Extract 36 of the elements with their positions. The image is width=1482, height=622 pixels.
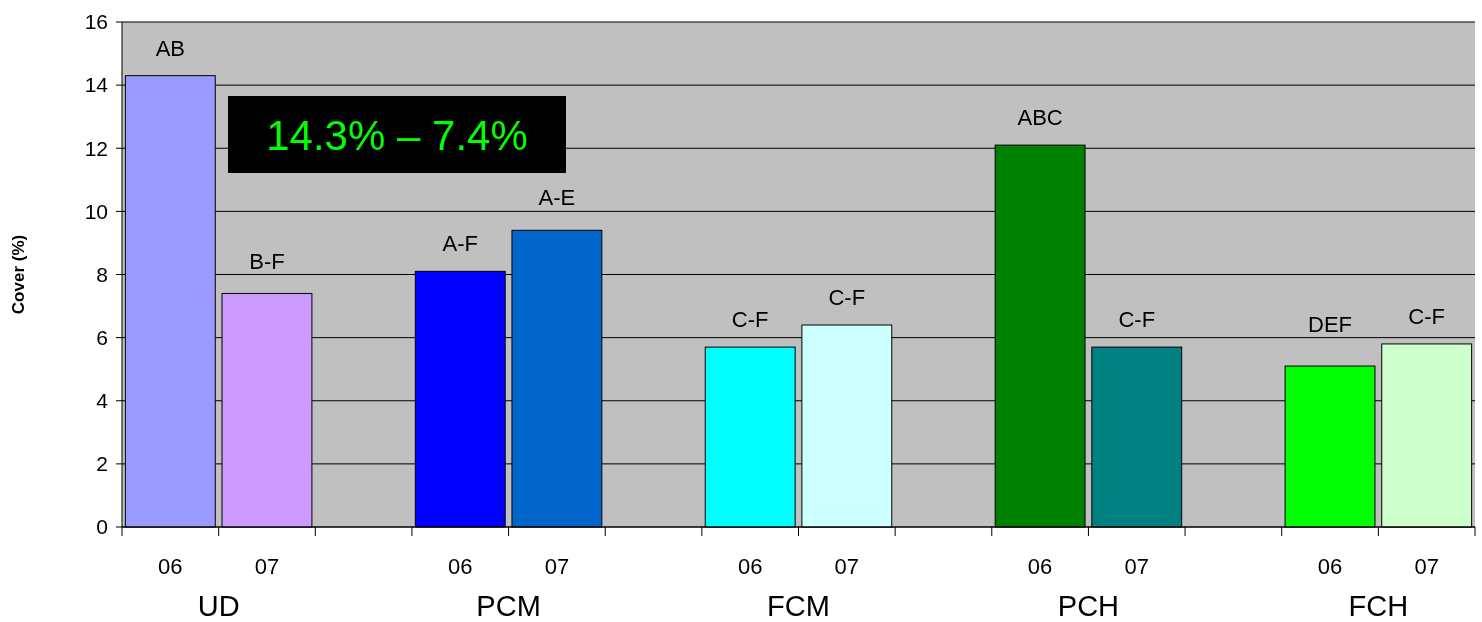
data-label: A-F <box>442 231 478 257</box>
text: FCM <box>767 590 830 622</box>
y-tick-label: 14 <box>84 73 109 97</box>
text: PCM <box>476 590 541 622</box>
annotation: 14.3% – 7.4% <box>266 111 528 159</box>
text: UD <box>197 590 240 622</box>
data-label: AB <box>155 35 185 61</box>
x-tick-label: 07 <box>1124 554 1149 579</box>
data-label: C-F <box>731 307 769 333</box>
x-tick-label: 07 <box>544 554 570 579</box>
x-tick-label: 07 <box>254 554 280 579</box>
data-label: A-E <box>538 185 576 211</box>
text: PCH <box>1057 590 1120 622</box>
data-label: C-F <box>1408 303 1446 329</box>
y-tick-label: 10 <box>84 199 108 223</box>
y-axis-title: Cover (%) <box>9 234 28 315</box>
x-tick-label: 06 <box>737 554 763 579</box>
y-tick-label: 6 <box>96 325 108 349</box>
x-tick-label: 06 <box>448 554 473 579</box>
text: FCH <box>1348 590 1409 622</box>
x-tick-label: 06 <box>158 554 183 579</box>
y-tick-label: 8 <box>96 262 108 286</box>
x-tick-label: 06 <box>1027 554 1053 579</box>
data-label: C-F <box>828 285 866 310</box>
y-tick-label: 16 <box>84 10 108 34</box>
data-label: ABC <box>1017 105 1063 131</box>
y-tick-label: 0 <box>96 515 108 539</box>
data-label: C-F <box>1118 307 1156 333</box>
y-tick-label: 4 <box>96 389 109 413</box>
data-label: B-F <box>249 248 285 274</box>
data-label: DEF <box>1308 311 1353 337</box>
x-tick-label: 07 <box>834 554 860 579</box>
x-tick-label: 07 <box>1414 554 1439 579</box>
y-tick-label: 12 <box>84 136 108 160</box>
x-tick-label: 06 <box>1317 554 1343 579</box>
y-tick-label: 2 <box>96 452 108 476</box>
